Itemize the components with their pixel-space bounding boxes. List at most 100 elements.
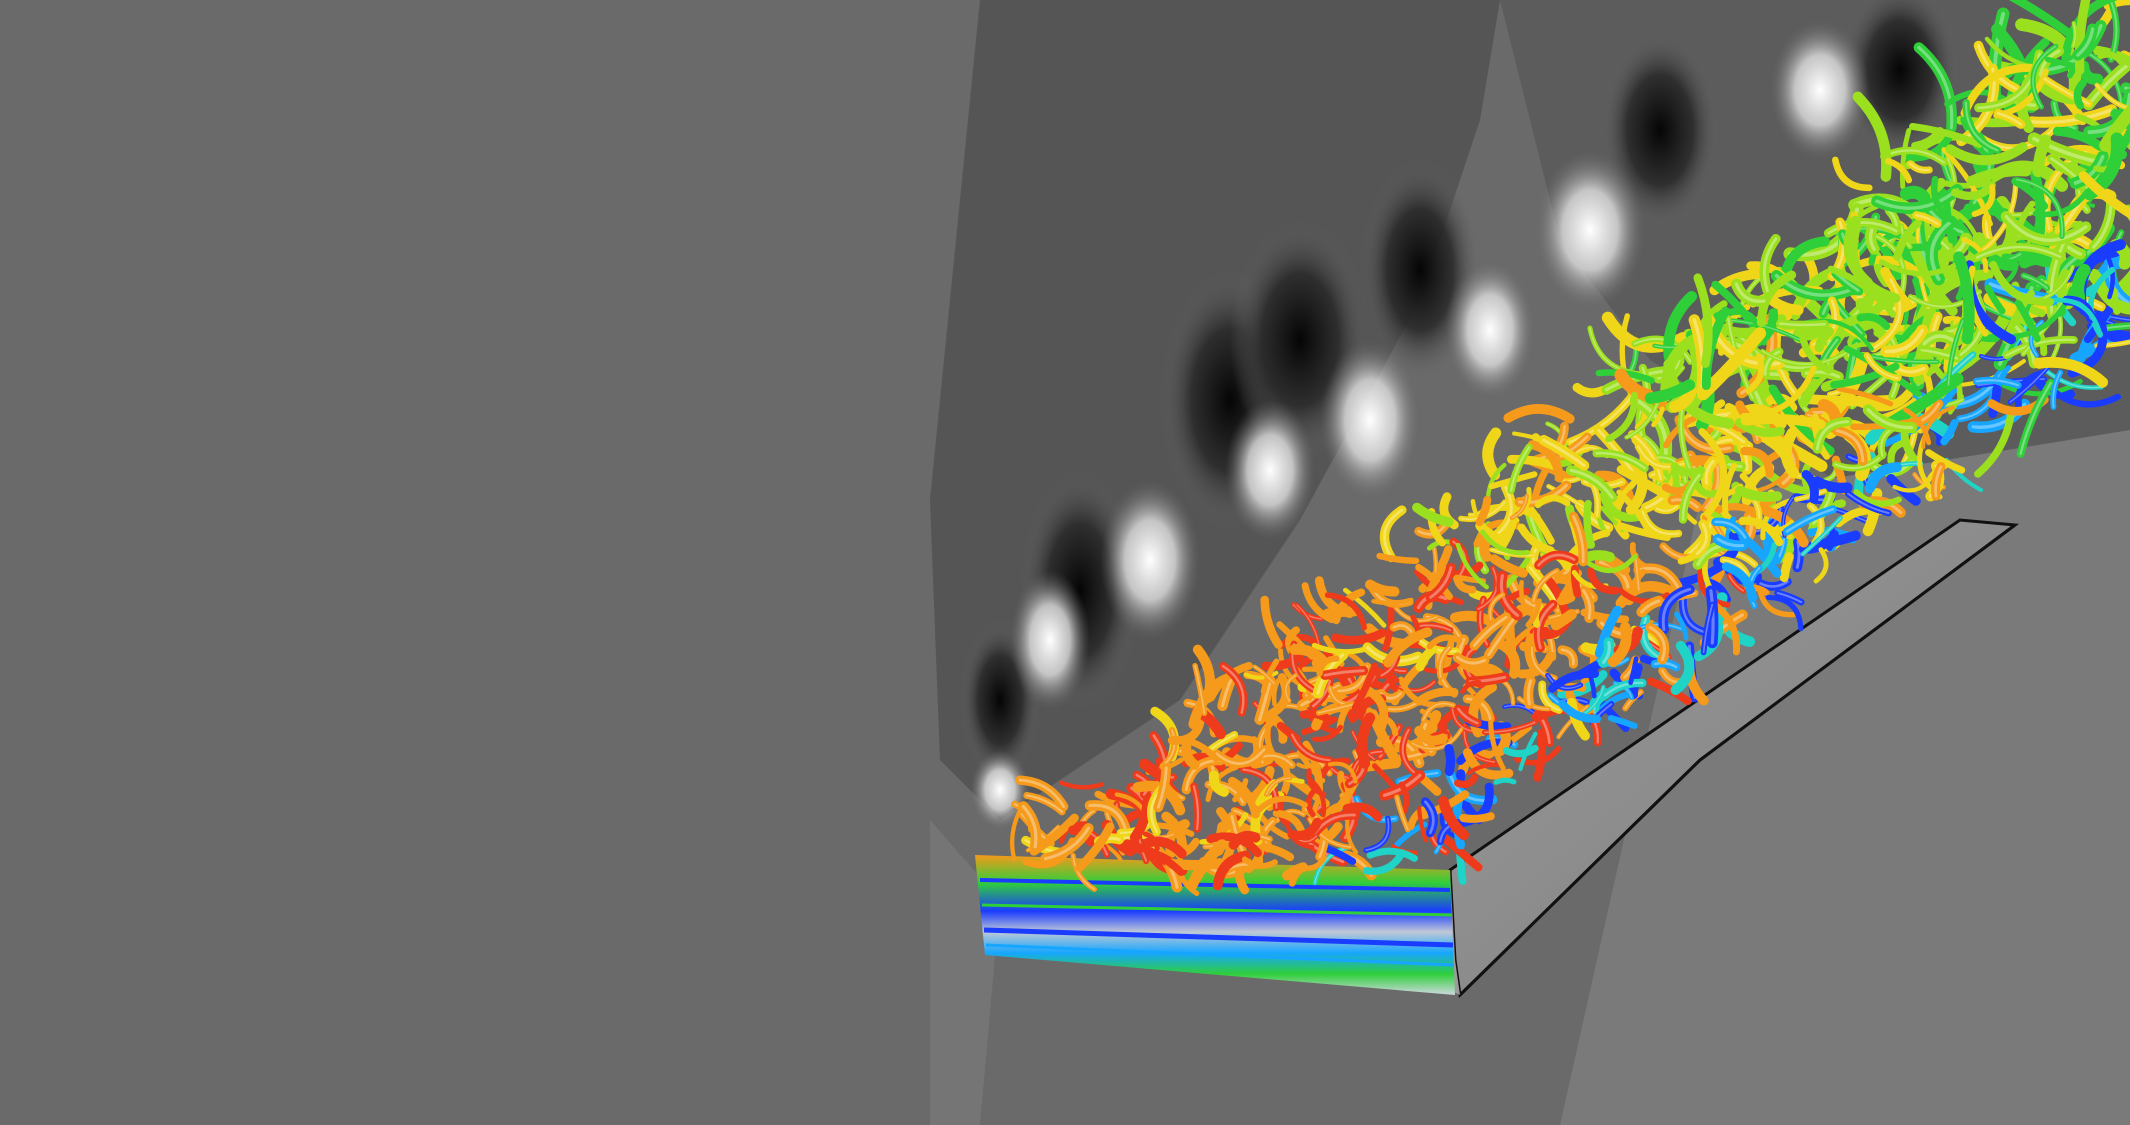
vortex-tube (1260, 595, 1283, 649)
vortex-tube (1974, 412, 2015, 478)
vortex-highlight (1934, 465, 1943, 498)
vortex-tube (2042, 367, 2104, 390)
vortex-tube (1298, 690, 1340, 735)
vortex-tube (1899, 185, 1931, 204)
vortex-tube (1566, 697, 1590, 741)
vortex-tube (2074, 0, 2091, 75)
vortex-tube (2046, 297, 2103, 338)
vortex-tube (1651, 406, 1665, 428)
vortex-tube (2008, 0, 2075, 40)
vortex-tube (1885, 157, 1913, 184)
vortex-highlight (1411, 728, 1462, 750)
vortex-tube (1254, 675, 1276, 725)
vortex-tube (1989, 260, 2055, 307)
vortex-tube (1931, 175, 1961, 227)
vortex-highlight (1625, 403, 1658, 439)
vortex-tube (1832, 156, 1873, 192)
vortex-tube (1893, 218, 1922, 261)
vortex-tube (1615, 581, 1677, 609)
vortex-tube (1327, 761, 1358, 784)
vortex-highlight (1457, 707, 1479, 725)
vortex-tube (1779, 552, 1794, 583)
vortex-highlight (1648, 625, 1666, 662)
vortex-tube (2011, 177, 2049, 211)
vortex-tube (2015, 370, 2044, 412)
vortex-tube (1668, 386, 1697, 413)
vortex-tube (1425, 562, 1456, 603)
vortex-tube (1206, 832, 1262, 858)
vortex-tube (1414, 687, 1459, 706)
vortex-highlight (1526, 679, 1533, 706)
vortex-highlight (1499, 574, 1520, 617)
vortex-highlight (1018, 778, 1066, 808)
vortex-tube (1135, 836, 1187, 859)
vortex-tube (1460, 680, 1482, 695)
vortex-tube (1899, 128, 1912, 190)
vortex-highlight (1601, 641, 1611, 664)
vortex-tube (1523, 675, 1536, 709)
vortex-tube (1362, 850, 1405, 875)
vortex-tube (1730, 278, 1770, 307)
vortex-highlight (1388, 702, 1418, 711)
vortex-tube (1565, 465, 1618, 503)
vortex-highlight (1603, 681, 1644, 697)
vortex-tube (1264, 775, 1293, 797)
vortex-tube (1271, 678, 1281, 707)
vortex-tube (2032, 134, 2052, 178)
vortex-tube (1075, 822, 1115, 872)
vortex-tube (1438, 832, 1483, 872)
vortex-tube (1285, 823, 1315, 850)
vortex-highlight (1021, 805, 1038, 849)
vortex-tube (1670, 640, 1695, 695)
vortex-tube (1817, 398, 1842, 426)
vortex-highlight (1220, 675, 1234, 708)
vortex-tube (1420, 797, 1438, 838)
vortex-tube (1944, 89, 2022, 115)
vortex-tube (1488, 719, 1506, 771)
vortex-tube (1617, 587, 1670, 604)
vortex-tube (1644, 379, 1696, 404)
vortex-highlight (1221, 664, 1245, 714)
vortex-tube (1518, 731, 1538, 772)
vortex-tube (1305, 788, 1317, 818)
vortex-tube (1534, 550, 1579, 570)
vortex-tube (1984, 284, 2006, 315)
vortex-tube (1377, 654, 1401, 680)
vortex-tube (1700, 456, 1719, 489)
vortex-tube (1586, 567, 1620, 595)
vortex-highlight (1595, 452, 1646, 470)
vortex-tube (1476, 595, 1491, 648)
vortex-tube (1638, 507, 1683, 538)
vortex-tube (1598, 637, 1615, 668)
vortex-tube (1698, 428, 1728, 518)
vortex-tube (1288, 730, 1334, 764)
vortex-tube (1459, 812, 1495, 823)
vortex-tube (1487, 592, 1506, 622)
vortex-tube (1351, 662, 1379, 712)
vortex-tube (1568, 511, 1588, 567)
vortex-tube (2014, 299, 2041, 343)
vortex-tube (1070, 852, 1098, 892)
vortex-highlight (1392, 624, 1413, 633)
vortex-tube (1607, 621, 1632, 668)
vortex-highlight (1847, 492, 1890, 515)
vortex-highlight (1088, 803, 1128, 834)
vortex-tube (1584, 554, 1638, 573)
vortex-highlight (1025, 794, 1064, 813)
vortex-tube (1775, 319, 1829, 330)
vortex-highlight (1479, 598, 1488, 646)
vortex-tube (2078, 171, 2130, 219)
vortex-tube (1149, 731, 1170, 766)
vortex-tube (1376, 552, 1420, 564)
vortex-highlight (2086, 60, 2130, 107)
vortex-highlight (1776, 592, 1803, 604)
vortex-tube (1700, 601, 1716, 656)
vortex-tube (1862, 404, 1918, 434)
vortex-tube (1473, 663, 1504, 680)
vortex-tube (1903, 407, 1932, 446)
vortex-tube (1525, 562, 1563, 608)
vortex-tube (1792, 537, 1804, 573)
vortex-tube (1414, 725, 1448, 746)
vortex-tube (1181, 741, 1200, 770)
vortex-tube (1945, 142, 2028, 166)
